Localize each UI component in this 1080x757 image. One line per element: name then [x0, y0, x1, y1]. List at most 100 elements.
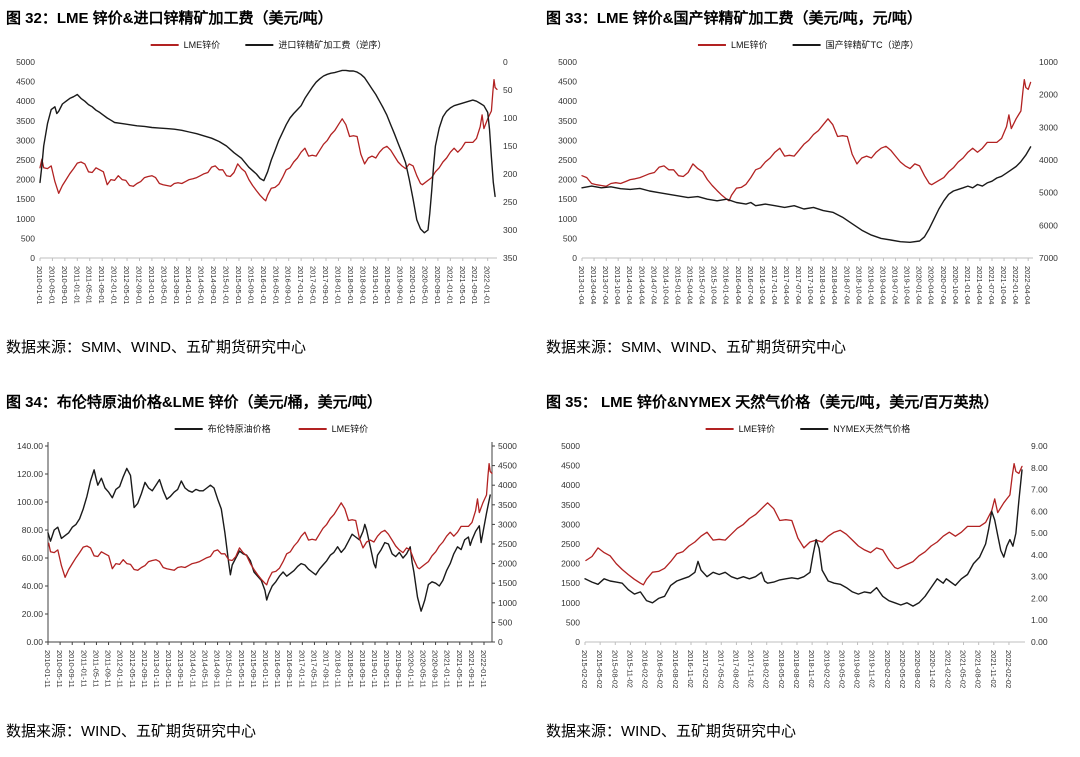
y-tick-label: 5000 — [498, 441, 517, 451]
chart-legend: LME锌价 进口锌精矿加工费（逆序） — [150, 39, 386, 50]
x-tick-label: 2019-08-02 — [853, 650, 862, 688]
x-tick-label: 2021-10-04 — [999, 266, 1008, 304]
y-tick-label: 100 — [503, 113, 517, 123]
x-tick-label: 2016-07-04 — [746, 266, 755, 304]
x-tick-label: 2016-09-01 — [284, 266, 293, 304]
x-tick-label: 2017-01-01 — [296, 266, 305, 304]
y-axis-left: 0 500 1000 1500 2000 2500 3000 3500 4000 4500 5000 — [558, 57, 577, 263]
legend-label: LME锌价 — [184, 39, 221, 50]
x-tick-label: 2011-01-11 — [79, 650, 88, 687]
y-axis-left: 0 500 1000 1500 2000 2500 3000 3500 4000 4500 5000 — [16, 57, 35, 263]
legend-label: LME锌价 — [731, 39, 768, 50]
y-tick-label: 7.00 — [1031, 485, 1048, 495]
x-tick-label: 2013-09-11 — [176, 650, 185, 688]
x-axis: 2015-02-02 2015-05-02 2015-08-02 2015-11-02… — [580, 641, 1025, 688]
x-tick-label: 2021-02-02 — [943, 650, 952, 688]
x-tick-label: 2016-05-11 — [273, 650, 282, 688]
x-tick-label: 2019-04-04 — [878, 266, 887, 304]
y-tick-label: 60.00 — [22, 553, 44, 563]
x-tick-label: 2015-05-11 — [237, 650, 246, 688]
y-tick-label: 500 — [563, 233, 577, 243]
chart-legend: LME锌价 国产锌精矿TC（逆序） — [697, 39, 919, 50]
y-axis-right: 0.00 1.00 2.00 3.00 4.00 5.00 6.00 7.00 8.00 9.00 — [1031, 441, 1048, 647]
x-tick-label: 2013-10-04 — [613, 266, 622, 304]
y-tick-label: 1500 — [561, 578, 580, 588]
y-tick-label: 3000 — [498, 519, 517, 529]
figure-32-chart: LME锌价 进口锌精矿加工费（逆序）05001000150020002500300… — [16, 39, 517, 304]
figure-34-chart: 布伦特原油价格 LME锌价 0.00 20.00 40.00 60.00 80.00 100.… — [17, 423, 517, 688]
y-tick-label: 4500 — [16, 77, 35, 87]
y-tick-label: 500 — [566, 617, 580, 627]
y-tick-label: 2000 — [16, 175, 35, 185]
series-line-0 — [39, 78, 498, 202]
x-tick-label: 2016-01-11 — [261, 650, 270, 688]
x-tick-label: 2017-08-02 — [731, 650, 740, 688]
y-tick-label: 5.00 — [1031, 528, 1048, 538]
y-tick-label: 1.00 — [1031, 615, 1048, 625]
x-tick-label: 2016-05-01 — [271, 266, 280, 304]
x-tick-label: 2019-01-11 — [370, 650, 379, 688]
x-tick-label: 2013-04-04 — [589, 266, 598, 304]
x-tick-label: 2012-01-11 — [116, 650, 125, 688]
y-tick-label: 5000 — [1039, 188, 1058, 198]
y-tick-label: 1000 — [558, 214, 577, 224]
y-tick-label: 1500 — [16, 194, 35, 204]
x-tick-label: 2019-02-02 — [822, 650, 831, 688]
figure-32: 图 32：LME 锌价&进口锌精矿加工费（美元/吨） LME锌价 进口锌精矿加工费… — [0, 0, 540, 378]
series-line-1 — [584, 469, 1023, 607]
y-tick-label: 0 — [498, 637, 503, 647]
x-tick-label: 2014-01-04 — [625, 266, 634, 304]
x-tick-label: 2018-01-04 — [818, 266, 827, 304]
x-tick-label: 2012-01-01 — [110, 266, 119, 304]
x-tick-label: 2015-09-11 — [249, 650, 258, 688]
x-tick-label: 2018-05-01 — [346, 266, 355, 304]
x-tick-label: 2014-09-11 — [213, 650, 222, 688]
y-tick-label: 2000 — [558, 175, 577, 185]
x-tick-label: 2015-11-02 — [625, 650, 634, 688]
y-tick-label: 1000 — [1039, 57, 1058, 67]
x-tick-label: 2010-01-01 — [35, 266, 44, 304]
x-tick-label: 2015-08-02 — [610, 650, 619, 688]
x-tick-label: 2020-02-02 — [883, 650, 892, 688]
x-tick-label: 2015-07-04 — [698, 266, 707, 304]
y-tick-label: 100.00 — [17, 497, 43, 507]
y-tick-label: 4500 — [558, 77, 577, 87]
x-tick-label: 2022-04-04 — [1023, 266, 1032, 304]
y-tick-label: 5000 — [561, 441, 580, 451]
x-axis: 2013-01-04 2013-04-04 2013-07-04 2013-10-04… — [577, 257, 1033, 304]
series-line-1 — [581, 146, 1032, 243]
y-tick-label: 1500 — [558, 194, 577, 204]
x-tick-label: 2019-01-04 — [866, 266, 875, 304]
y-tick-label: 3000 — [16, 135, 35, 145]
x-tick-label: 2018-01-11 — [334, 650, 343, 688]
y-tick-label: 2500 — [561, 539, 580, 549]
figure-34: 图 34：布伦特原油价格&LME 锌价（美元/桶，美元/吨） 布伦特原油价格 LM… — [0, 378, 540, 757]
x-tick-label: 2015-05-02 — [595, 650, 604, 688]
y-tick-label: 1000 — [16, 214, 35, 224]
y-tick-label: 2000 — [1039, 90, 1058, 100]
y-tick-label: 6.00 — [1031, 506, 1048, 516]
x-tick-label: 2018-04-04 — [830, 266, 839, 304]
x-tick-label: 2017-02-02 — [701, 650, 710, 688]
y-axis-left: 0.00 20.00 40.00 60.00 80.00 100.00 120.00 140.… — [17, 441, 49, 647]
y-tick-label: 2500 — [498, 539, 517, 549]
x-tick-label: 2017-05-01 — [309, 266, 318, 304]
x-tick-label: 2016-08-02 — [671, 650, 680, 688]
x-tick-label: 2016-01-04 — [722, 266, 731, 304]
y-tick-label: 4.00 — [1031, 550, 1048, 560]
y-axis-left: 0 500 1000 1500 2000 2500 3000 3500 4000 4500 5000 — [561, 441, 580, 647]
x-tick-label: 2015-01-01 — [222, 266, 231, 304]
y-tick-label: 140.00 — [17, 441, 43, 451]
y-tick-label: 5000 — [16, 57, 35, 67]
x-tick-label: 2013-09-01 — [172, 266, 181, 304]
x-tick-label: 2021-08-02 — [974, 650, 983, 688]
x-tick-label: 2013-05-11 — [164, 650, 173, 688]
y-tick-label: 0 — [572, 253, 577, 263]
y-tick-label: 2000 — [561, 559, 580, 569]
x-tick-label: 2022-01-04 — [1011, 266, 1020, 304]
y-tick-label: 3500 — [561, 500, 580, 510]
x-tick-label: 2017-05-02 — [716, 650, 725, 688]
x-tick-label: 2019-01-01 — [371, 266, 380, 304]
x-tick-label: 2014-01-01 — [184, 266, 193, 304]
x-tick-label: 2014-05-01 — [197, 266, 206, 304]
